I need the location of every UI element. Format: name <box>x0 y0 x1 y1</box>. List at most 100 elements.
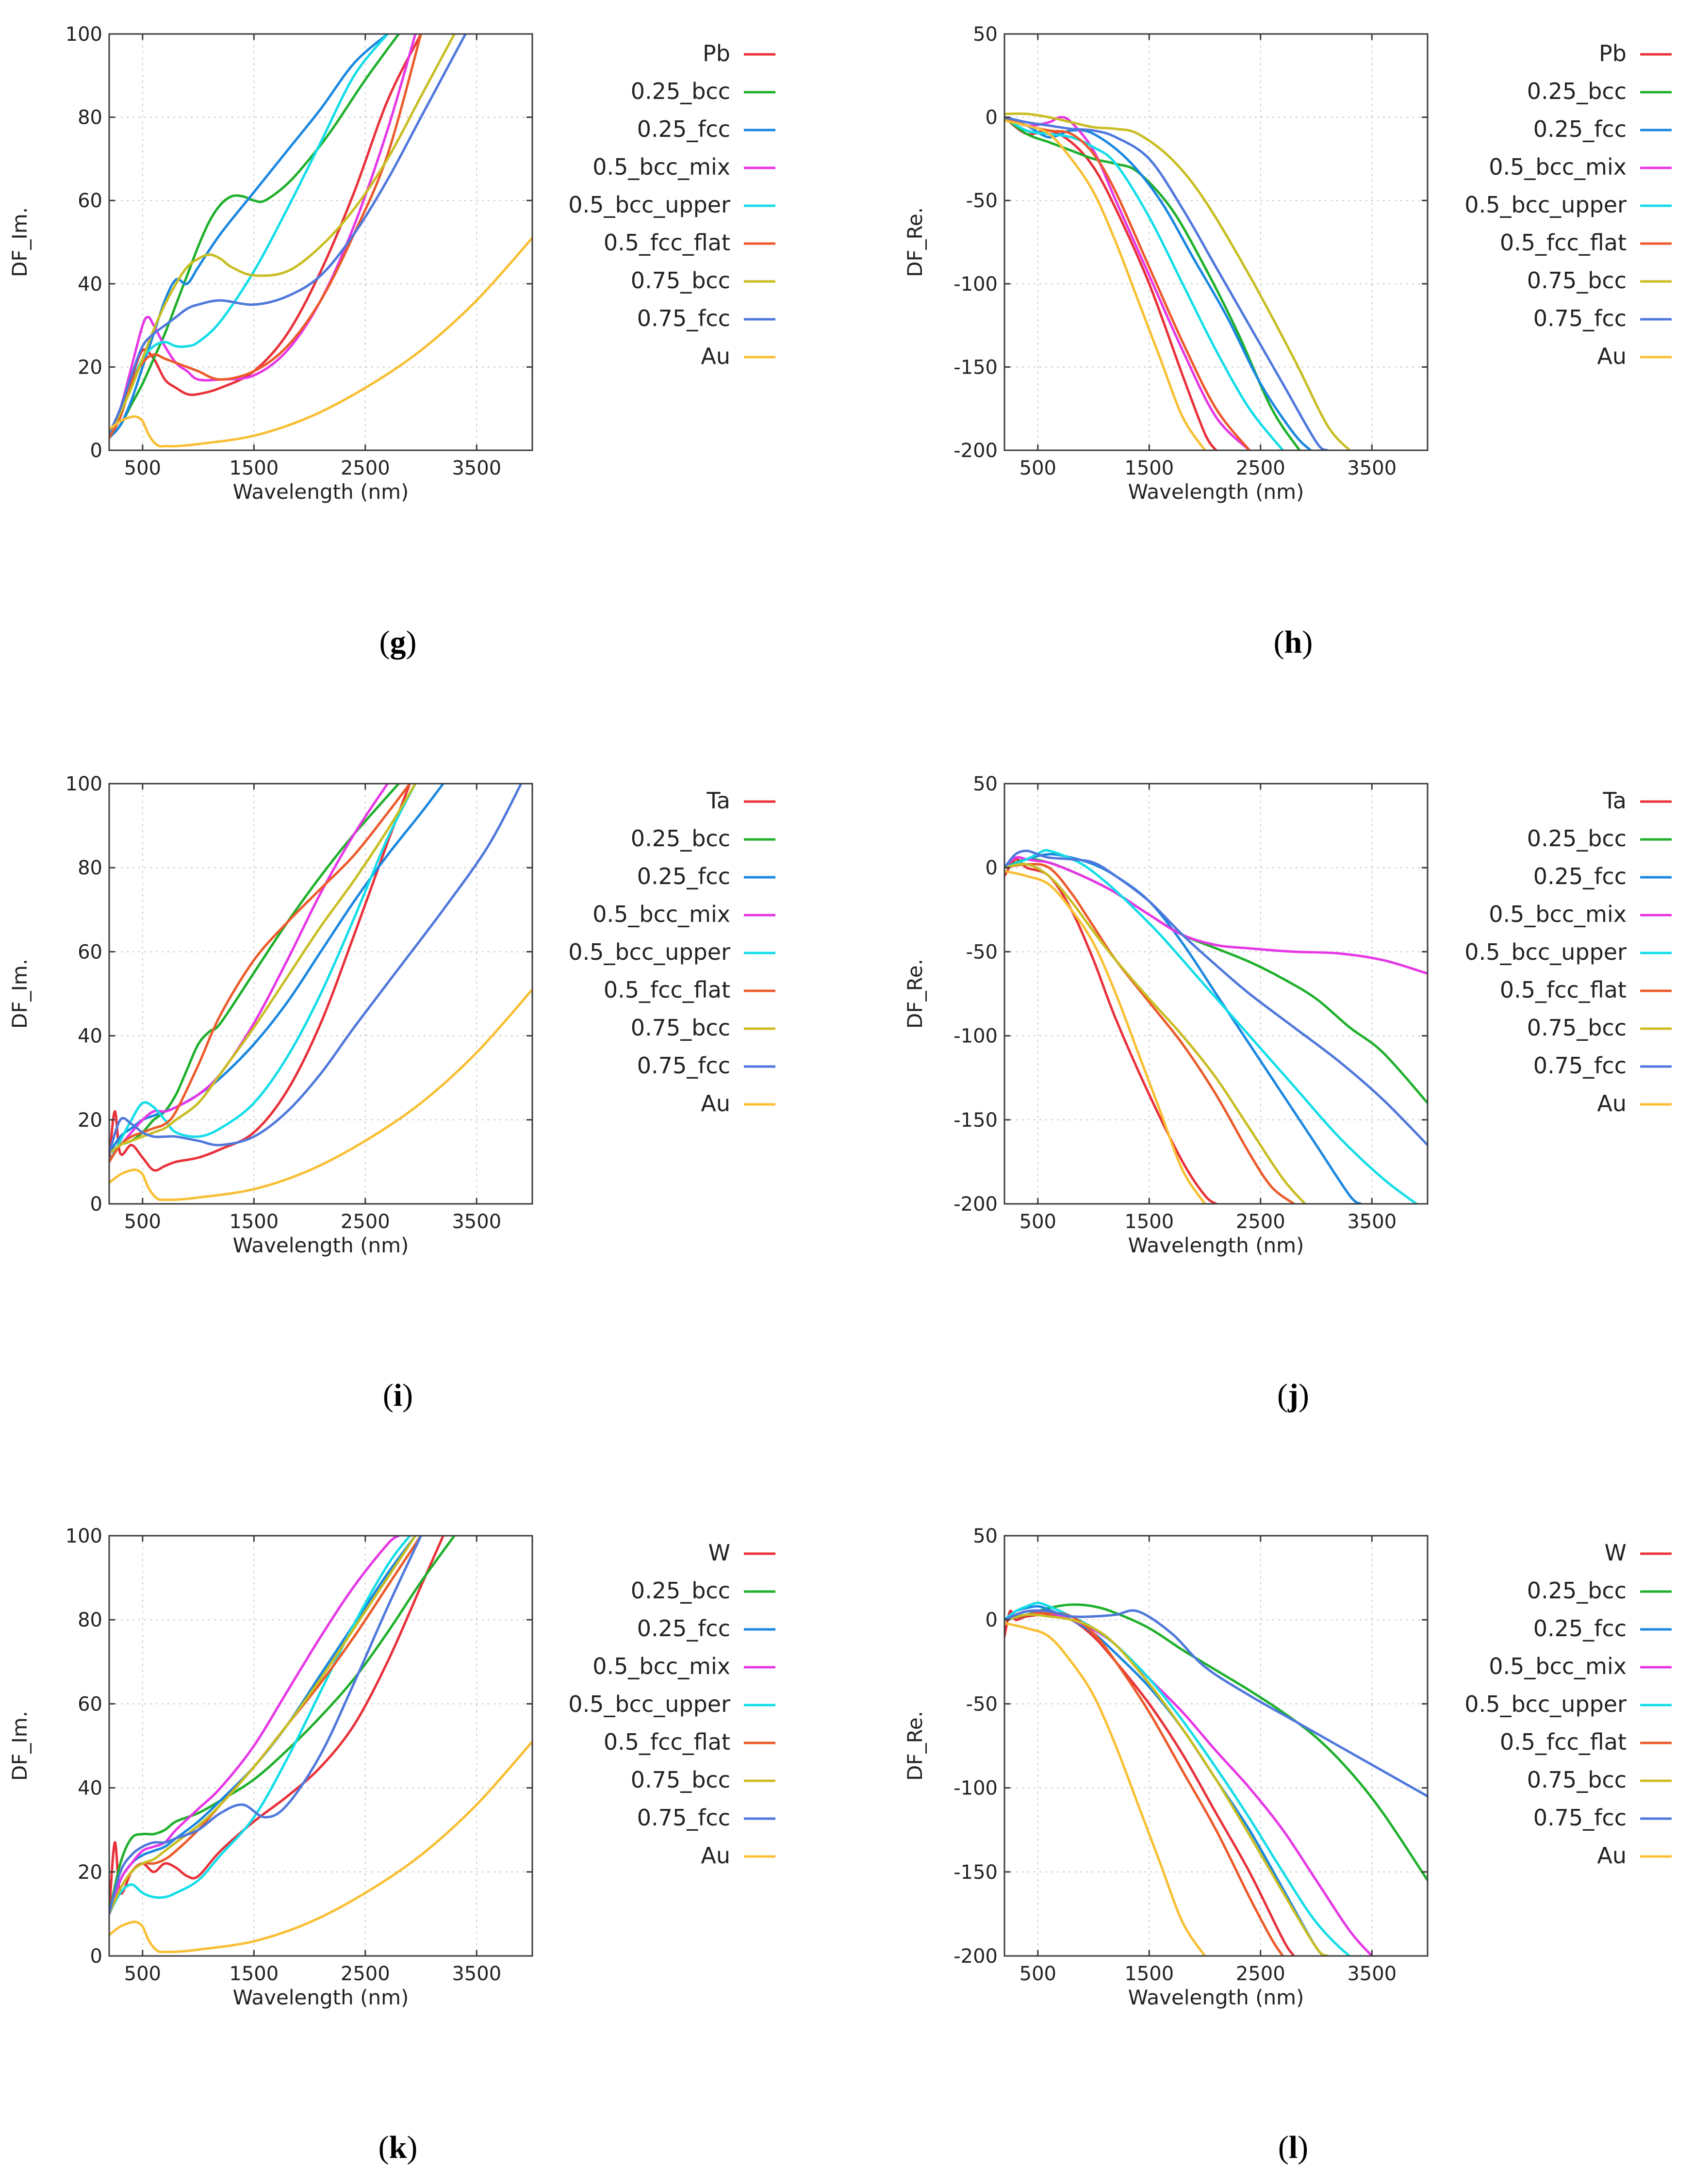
legend-label-0.5_bcc_upper: 0.5_bcc_upper <box>568 1691 730 1717</box>
y-tick-label: -150 <box>953 1861 998 1884</box>
x-tick-label: 2500 <box>1236 1211 1285 1233</box>
panel-label: (k) <box>378 2130 418 2165</box>
series-line-0.5_bcc_mix <box>1004 1609 1373 1956</box>
y-tick-label: 40 <box>78 273 102 296</box>
x-axis-label: Wavelength (nm) <box>1128 1986 1304 2009</box>
legend-label-0.5_bcc_upper: 0.5_bcc_upper <box>1464 1691 1627 1717</box>
y-tick-label: -150 <box>953 356 998 378</box>
plot-frame <box>108 33 533 451</box>
y-tick-label: 0 <box>90 440 102 462</box>
series-line-0.5_fcc_flat <box>109 34 423 439</box>
legend-label-0.5_fcc_flat: 0.5_fcc_flat <box>1500 977 1627 1003</box>
legend-label-0.5_bcc_upper: 0.5_bcc_upper <box>1464 192 1627 218</box>
y-tick-label: 20 <box>78 1109 102 1132</box>
x-tick-label: 2500 <box>1236 457 1285 479</box>
y-tick-label: 50 <box>973 773 998 795</box>
legend-label-Pb: Pb <box>703 40 730 66</box>
y-tick-label: -100 <box>953 1025 998 1048</box>
y-tick-label: 100 <box>66 23 102 46</box>
series-line-0.5_fcc_flat <box>1004 116 1251 450</box>
legend-label-0.5_bcc_upper: 0.5_bcc_upper <box>1464 939 1627 965</box>
series-line-0.25_fcc <box>1004 1605 1329 1956</box>
y-tick-label: 50 <box>973 1525 998 1547</box>
y-tick-label: 40 <box>78 1777 102 1800</box>
legend-label-0.25_fcc: 0.25_fcc <box>1533 116 1627 142</box>
legend-label-Au: Au <box>1597 343 1627 369</box>
y-tick-label: 0 <box>90 1945 102 1968</box>
panel-h: 500 1500 2500 3500 -200 -150 -100 -50 0 50 Wavelen… <box>903 23 1672 660</box>
series-line-0.75_fcc <box>109 784 523 1155</box>
legend: Ta 0.25_bcc 0.25_fcc 0.5_bcc_mix 0.5_bcc_upp… <box>1464 788 1672 1117</box>
series-line-0.75_bcc <box>109 1536 417 1915</box>
series-line-Au <box>109 236 532 448</box>
panel-j: 500 1500 2500 3500 -200 -150 -100 -50 0 50 Wavelen… <box>903 773 1672 1413</box>
x-axis-label: Wavelength (nm) <box>1128 1233 1304 1257</box>
x-axis-label: Wavelength (nm) <box>233 1233 409 1257</box>
y-tick-label: 0 <box>90 1193 102 1215</box>
legend-label-0.5_bcc_mix: 0.5_bcc_mix <box>592 901 730 927</box>
legend-label-Au: Au <box>1597 1842 1627 1869</box>
y-tick-label: 50 <box>973 23 998 46</box>
y-axis-label: DF_Re. <box>903 959 927 1029</box>
panel-label: (g) <box>379 624 417 660</box>
legend-label-0.5_bcc_mix: 0.5_bcc_mix <box>1489 901 1627 927</box>
y-axis-label: DF_Re. <box>903 207 927 277</box>
panel-label: (i) <box>383 1378 413 1413</box>
legend-label-0.75_bcc: 0.75_bcc <box>1527 1015 1627 1041</box>
series-line-0.5_bcc_mix <box>1004 856 1428 975</box>
x-tick-label: 3500 <box>452 457 501 479</box>
legend-label-W: W <box>708 1540 730 1566</box>
y-tick-label: -100 <box>953 273 998 296</box>
legend: Pb 0.25_bcc 0.25_fcc 0.5_bcc_mix 0.5_bcc_upp… <box>1464 40 1672 369</box>
series-group <box>109 34 532 448</box>
legend-label-0.5_bcc_mix: 0.5_bcc_mix <box>1489 1653 1627 1679</box>
plot-frame <box>1003 1535 1429 1957</box>
series-line-0.75_bcc <box>109 784 417 1155</box>
legend-label-0.25_fcc: 0.25_fcc <box>1533 1615 1627 1642</box>
series-line-0.75_fcc <box>109 1536 423 1915</box>
panel-g: 500 1500 2500 3500 0 20 40 60 80 100 Wavelength (n… <box>8 23 775 660</box>
series-line-0.5_bcc_mix <box>109 1536 400 1915</box>
series-line-0.75_bcc <box>109 34 456 435</box>
legend-label-0.75_fcc: 0.75_fcc <box>637 305 730 331</box>
series-group <box>1004 849 1428 1204</box>
y-axis-label: DF_Im. <box>8 959 32 1029</box>
legend-label-Ta: Ta <box>706 788 730 814</box>
series-line-W <box>109 1536 444 1915</box>
legend-label-W: W <box>1605 1540 1627 1566</box>
legend-label-0.25_bcc: 0.25_bcc <box>631 78 730 104</box>
series-line-Au <box>109 1740 532 1954</box>
legend-label-0.75_bcc: 0.75_bcc <box>1527 267 1627 294</box>
legend: W 0.25_bcc 0.25_fcc 0.5_bcc_mix 0.5_bcc_uppe… <box>568 1540 775 1869</box>
y-tick-label: 40 <box>78 1025 102 1048</box>
legend-label-Pb: Pb <box>1599 40 1627 66</box>
legend-label-0.5_fcc_flat: 0.5_fcc_flat <box>1500 1729 1627 1755</box>
series-line-Au <box>1004 1622 1206 1956</box>
series-line-0.75_bcc <box>1004 112 1351 450</box>
y-tick-label: -150 <box>953 1109 998 1132</box>
y-tick-label: -200 <box>953 1945 998 1968</box>
x-tick-label: 500 <box>124 1211 161 1233</box>
series-line-Au <box>1004 119 1206 450</box>
legend-label-0.5_fcc_flat: 0.5_fcc_flat <box>1500 230 1627 256</box>
plot-frame <box>108 783 533 1205</box>
series-line-0.75_bcc <box>1004 1613 1329 1956</box>
plot-frame <box>108 1535 533 1957</box>
x-tick-label: 500 <box>1019 1211 1056 1233</box>
legend: Pb 0.25_bcc 0.25_fcc 0.5_bcc_mix 0.5_bcc_upp… <box>568 40 775 369</box>
x-tick-label: 2500 <box>1236 1963 1285 1985</box>
x-tick-label: 1500 <box>1124 1211 1174 1233</box>
series-group <box>1004 1602 1428 1956</box>
x-tick-label: 3500 <box>1347 1211 1397 1233</box>
series-line-Ta <box>1004 858 1217 1204</box>
plot-frame <box>1003 33 1429 451</box>
legend-label-0.25_fcc: 0.25_fcc <box>637 863 730 889</box>
series-line-0.5_bcc_upper <box>1004 1602 1362 1956</box>
series-line-0.25_bcc <box>109 784 400 1155</box>
legend-label-Au: Au <box>701 1842 730 1869</box>
legend-label-Au: Au <box>1597 1090 1627 1117</box>
legend-label-0.75_fcc: 0.75_fcc <box>637 1805 730 1831</box>
x-axis-label: Wavelength (nm) <box>233 1986 409 2009</box>
legend-label-0.75_bcc: 0.75_bcc <box>1527 1767 1627 1793</box>
y-tick-label: -50 <box>966 190 998 212</box>
